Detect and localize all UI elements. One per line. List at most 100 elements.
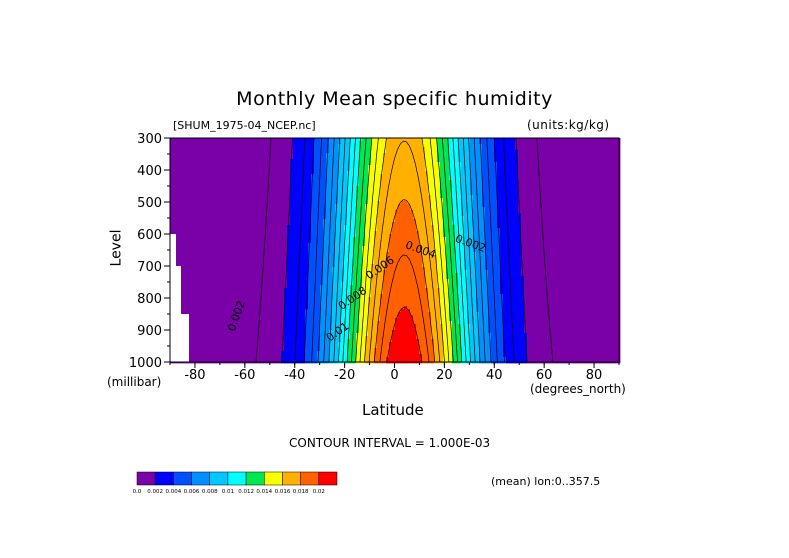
contour-fill-cell [404, 192, 408, 196]
contour-fill-cell [332, 216, 336, 220]
contour-fill-cell [416, 138, 420, 142]
contour-fill-cell [248, 189, 252, 193]
contour-fill-cell [575, 150, 579, 154]
contour-fill-cell [428, 231, 432, 235]
contour-fill-cell [260, 210, 264, 214]
contour-fill-cell [554, 138, 558, 142]
contour-fill-cell [461, 138, 465, 142]
contour-fill-cell [296, 186, 300, 190]
contour-fill-cell [203, 222, 207, 226]
contour-fill-cell [422, 204, 426, 208]
contour-fill-cell [617, 156, 621, 160]
contour-fill-cell [371, 189, 375, 193]
contour-fill-cell [329, 186, 333, 190]
contour-fill-cell [362, 168, 366, 172]
contour-fill-cell [218, 189, 222, 193]
contour-fill-cell [401, 147, 405, 151]
contour-fill-cell [260, 213, 264, 217]
contour-fill-cell [611, 144, 615, 148]
contour-fill-cell [317, 189, 321, 193]
contour-fill-cell [464, 177, 468, 181]
contour-fill-cell [356, 186, 360, 190]
contour-fill-cell [578, 141, 582, 145]
contour-fill-cell [302, 138, 306, 142]
contour-fill-cell [425, 204, 429, 208]
contour-fill-cell [179, 141, 183, 145]
contour-fill-cell [380, 141, 384, 145]
contour-fill-cell [461, 204, 465, 208]
contour-fill-cell [317, 174, 321, 178]
contour-fill-cell [557, 219, 561, 223]
contour-fill-cell [374, 231, 378, 235]
contour-fill-cell [248, 150, 252, 154]
contour-fill-cell [260, 162, 264, 166]
contour-fill-cell [497, 171, 501, 175]
contour-fill-cell [248, 144, 252, 148]
contour-fill-cell [515, 159, 519, 163]
contour-fill-cell [317, 234, 321, 238]
contour-fill-cell [452, 162, 456, 166]
contour-fill-cell [575, 177, 579, 181]
contour-fill-cell [380, 168, 384, 172]
contour-fill-cell [302, 147, 306, 151]
contour-fill-cell [443, 147, 447, 151]
contour-fill-cell [407, 153, 411, 157]
contour-fill-cell [278, 180, 282, 184]
contour-fill-cell [287, 216, 291, 220]
contour-fill-cell [566, 183, 570, 187]
contour-fill-cell [185, 216, 189, 220]
contour-fill-cell [299, 186, 303, 190]
contour-fill-cell [449, 162, 453, 166]
contour-fill-cell [314, 183, 318, 187]
contour-fill-cell [431, 165, 435, 169]
contour-fill-cell [188, 183, 192, 187]
contour-fill-cell [608, 207, 612, 211]
contour-fill-cell [377, 177, 381, 181]
contour-fill-cell [209, 180, 213, 184]
contour-fill-cell [398, 168, 402, 172]
contour-fill-cell [398, 171, 402, 175]
contour-fill-cell [170, 165, 174, 169]
contour-fill-cell [524, 162, 528, 166]
contour-fill-cell [179, 234, 183, 238]
contour-fill-cell [599, 198, 603, 202]
contour-fill-cell [596, 156, 600, 160]
contour-fill-cell [512, 204, 516, 208]
contour-fill-cell [182, 204, 186, 208]
contour-fill-cell [527, 210, 531, 214]
contour-fill-cell [221, 153, 225, 157]
contour-fill-cell [209, 147, 213, 151]
contour-fill-cell [569, 144, 573, 148]
contour-fill-cell [545, 210, 549, 214]
contour-fill-cell [206, 219, 210, 223]
contour-fill-cell [398, 138, 402, 142]
contour-fill-cell [536, 210, 540, 214]
contour-fill-cell [545, 231, 549, 235]
contour-fill-cell [407, 156, 411, 160]
contour-fill-cell [350, 204, 354, 208]
contour-fill-cell [227, 201, 231, 205]
contour-fill-cell [374, 171, 378, 175]
contour-fill-cell [251, 231, 255, 235]
contour-fill-cell [455, 189, 459, 193]
contour-fill-cell [203, 162, 207, 166]
contour-fill-cell [356, 147, 360, 151]
contour-fill-cell [248, 165, 252, 169]
contour-fill-cell [320, 213, 324, 217]
contour-fill-cell [518, 150, 522, 154]
contour-fill-cell [245, 165, 249, 169]
contour-fill-cell [236, 144, 240, 148]
contour-fill-cell [461, 147, 465, 151]
contour-fill-cell [329, 183, 333, 187]
contour-fill-cell [200, 177, 204, 181]
contour-fill-cell [449, 222, 453, 226]
contour-fill-cell [512, 180, 516, 184]
contour-fill-cell [461, 207, 465, 211]
contour-fill-cell [590, 207, 594, 211]
contour-fill-cell [506, 186, 510, 190]
contour-fill-cell [503, 183, 507, 187]
contour-fill-cell [368, 219, 372, 223]
contour-fill-cell [308, 183, 312, 187]
contour-fill-cell [458, 216, 462, 220]
contour-fill-cell [332, 231, 336, 235]
